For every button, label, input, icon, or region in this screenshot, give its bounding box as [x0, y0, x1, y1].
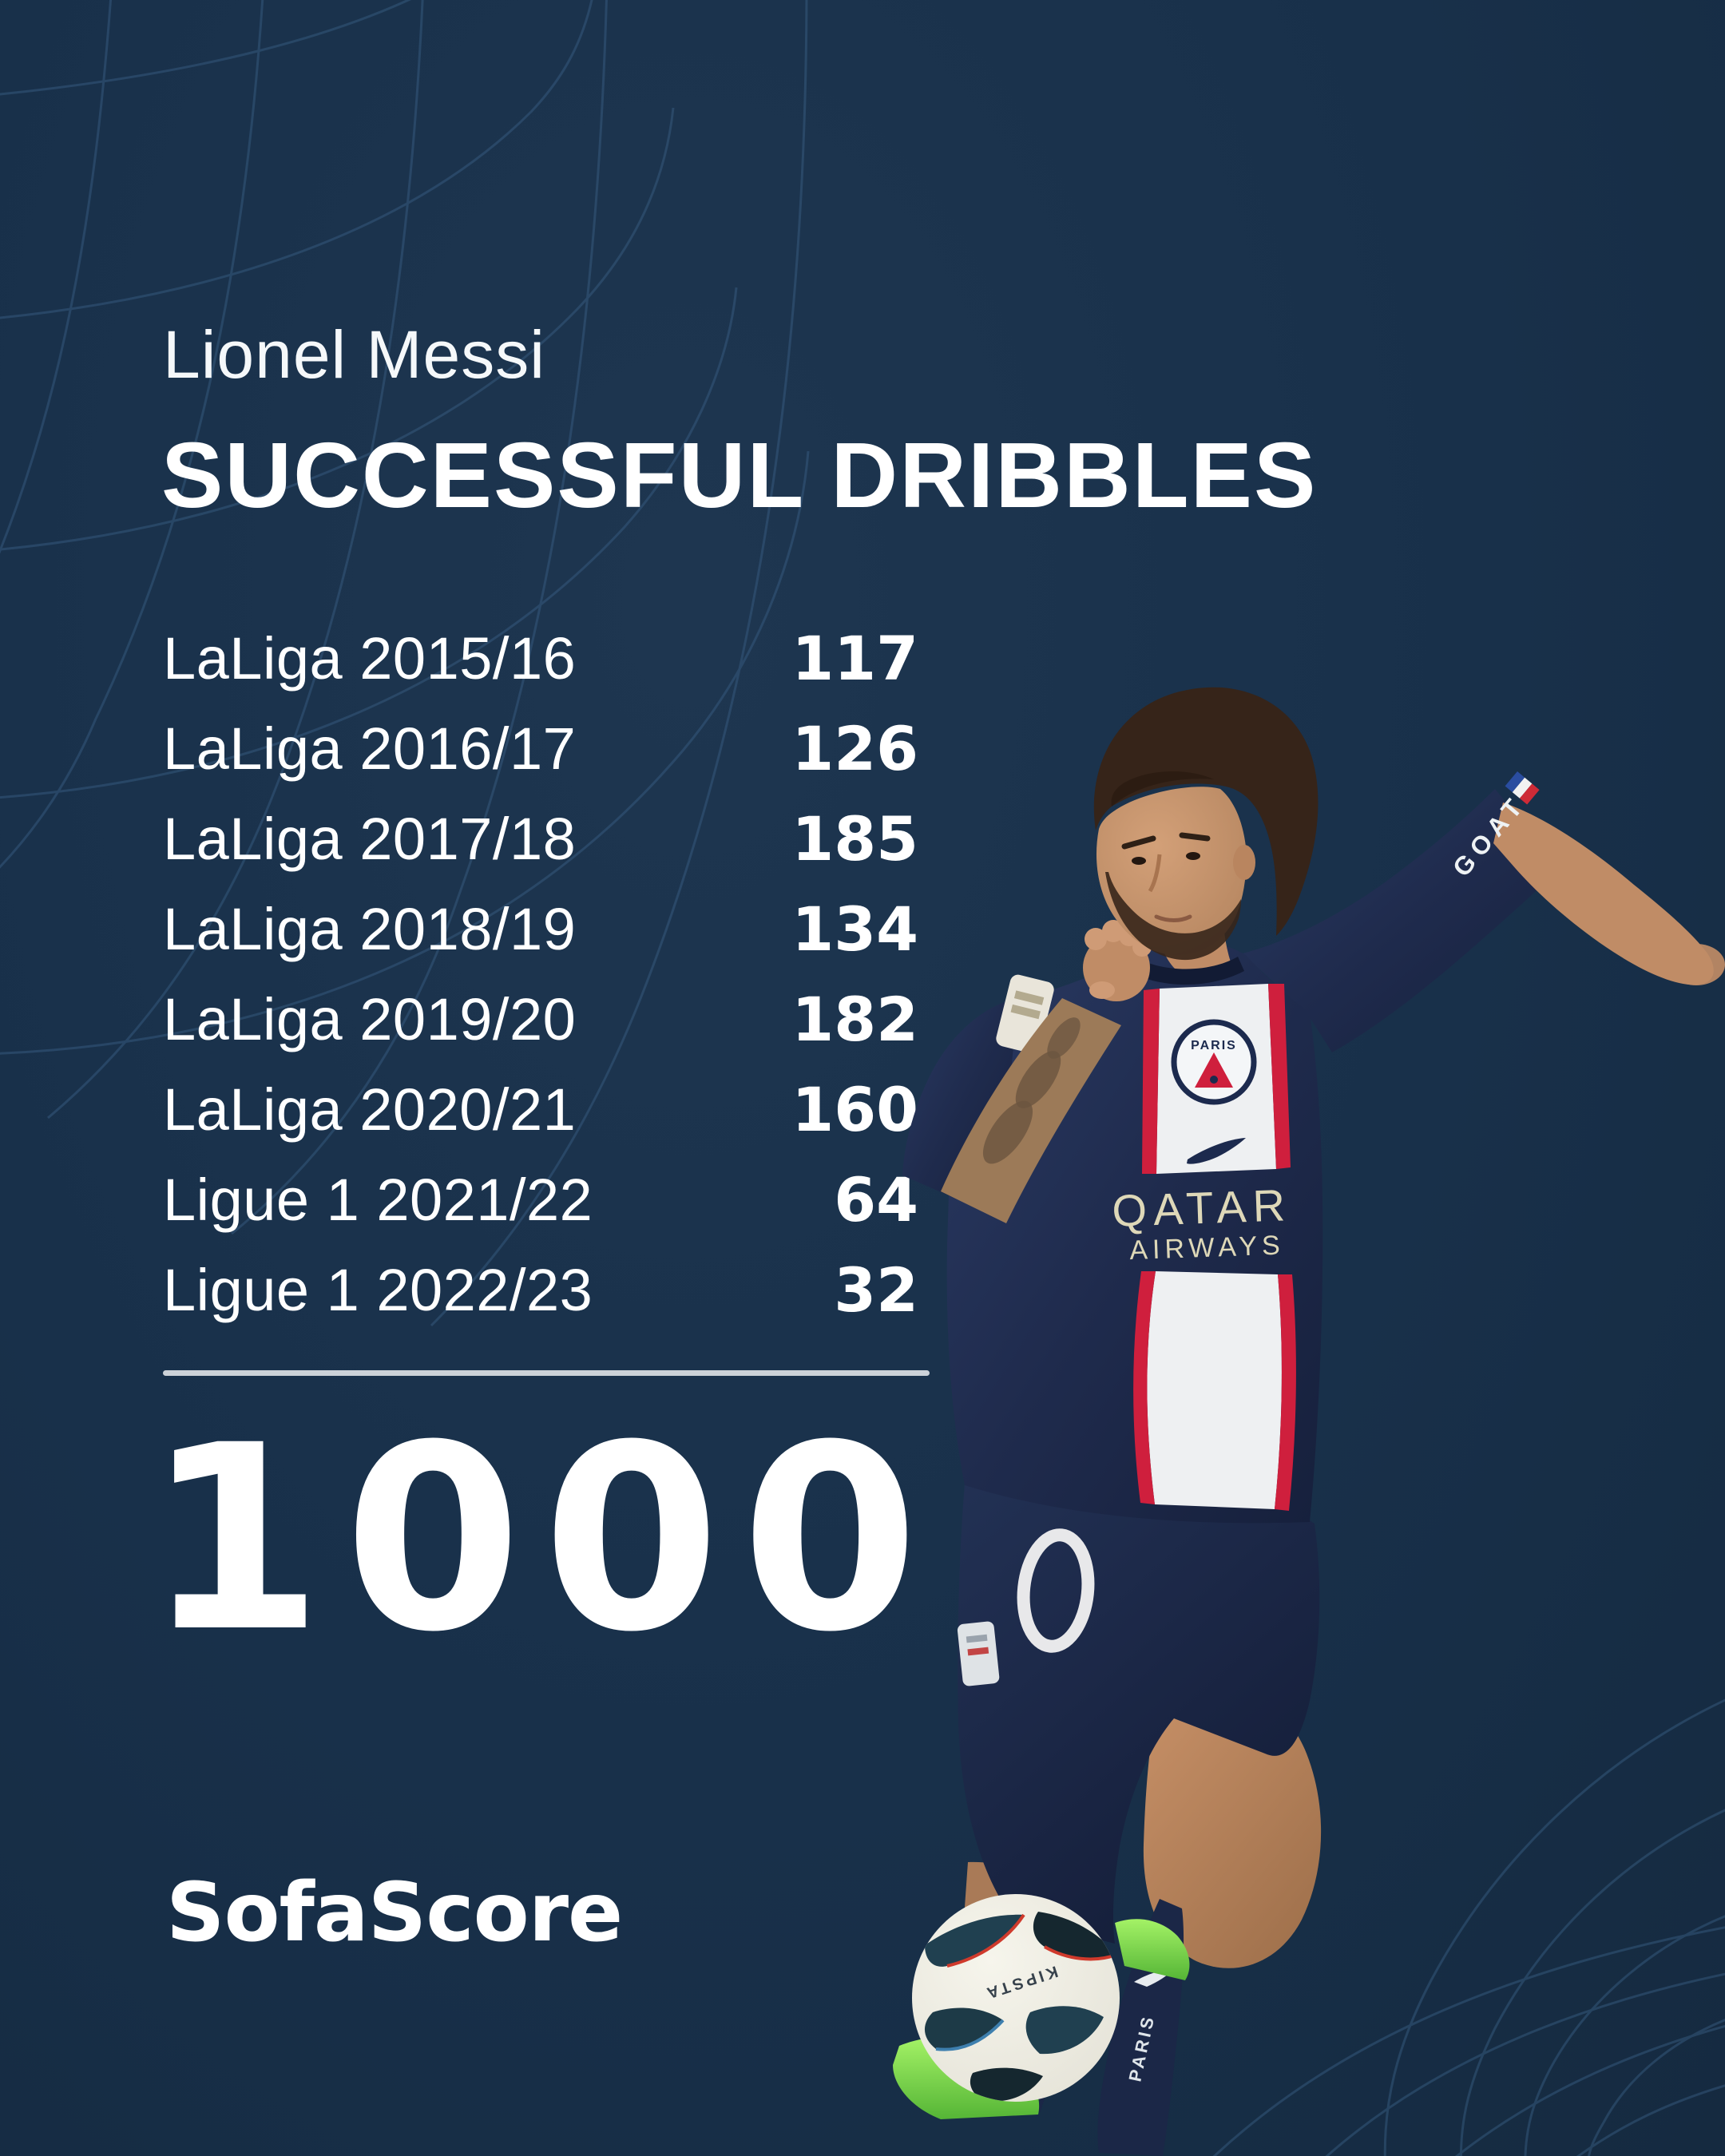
- stat-value: 160: [791, 1074, 918, 1145]
- stat-value: 185: [791, 803, 918, 874]
- stat-label: Ligue 1 2021/22: [163, 1167, 593, 1233]
- stat-value: 134: [791, 894, 918, 965]
- crest-paris-text: PARIS: [1191, 1039, 1237, 1052]
- stat-label: LaLiga 2017/18: [163, 806, 577, 872]
- player-head: [1093, 687, 1319, 961]
- player-left-arm: GOAT: [1243, 771, 1725, 1052]
- stat-label: LaLiga 2020/21: [163, 1076, 577, 1143]
- stat-label: LaLiga 2015/16: [163, 625, 577, 692]
- page-title: SUCCESSFUL DRIBBLES: [161, 423, 1318, 527]
- sponsor-line2: AIRWAYS: [1129, 1230, 1286, 1266]
- sponsor-line1: QATAR: [1111, 1179, 1292, 1236]
- stat-row: LaLiga 2020/21 160: [163, 1064, 918, 1155]
- football: KIPSTA: [912, 1894, 1120, 2102]
- stat-row: LaLiga 2019/20 182: [163, 974, 918, 1064]
- stat-value: 32: [834, 1254, 918, 1326]
- player-torso: PARIS QATAR AIRWAYS: [946, 901, 1323, 1524]
- stat-label: Ligue 1 2022/23: [163, 1257, 593, 1323]
- sleeve-flag-badge: [1505, 771, 1540, 805]
- psg-crest: PARIS: [1171, 1019, 1257, 1105]
- stat-label: LaLiga 2016/17: [163, 715, 577, 782]
- player-right-arm: [902, 920, 1152, 1223]
- stat-row: LaLiga 2017/18 185: [163, 794, 918, 884]
- shorts-badge: [957, 1621, 1000, 1686]
- stat-row: LaLiga 2015/16 117: [163, 613, 918, 703]
- total-dribbles: 1000: [145, 1391, 940, 1688]
- player-photo-messi: GOAT PARIS 0: [893, 687, 1725, 2156]
- stat-value: 126: [791, 713, 918, 784]
- player-shorts: 0: [957, 1484, 1320, 1944]
- stats-list: LaLiga 2015/16 117 LaLiga 2016/17 126 La…: [163, 613, 918, 1335]
- stat-row: LaLiga 2016/17 126: [163, 703, 918, 794]
- player-name: Lionel Messi: [163, 317, 545, 392]
- stat-label: LaLiga 2018/19: [163, 896, 577, 962]
- right-boot: [1115, 1919, 1190, 1980]
- stat-row: LaLiga 2018/19 134: [163, 884, 918, 974]
- stat-row: Ligue 1 2021/22 64: [163, 1155, 918, 1245]
- stat-label: LaLiga 2019/20: [163, 986, 577, 1052]
- sofascore-logo: SofaScore: [166, 1865, 623, 1960]
- stat-value: 117: [791, 623, 918, 694]
- stat-value: 182: [791, 984, 918, 1055]
- divider-line: [163, 1370, 930, 1376]
- stat-row: Ligue 1 2022/23 32: [163, 1245, 918, 1335]
